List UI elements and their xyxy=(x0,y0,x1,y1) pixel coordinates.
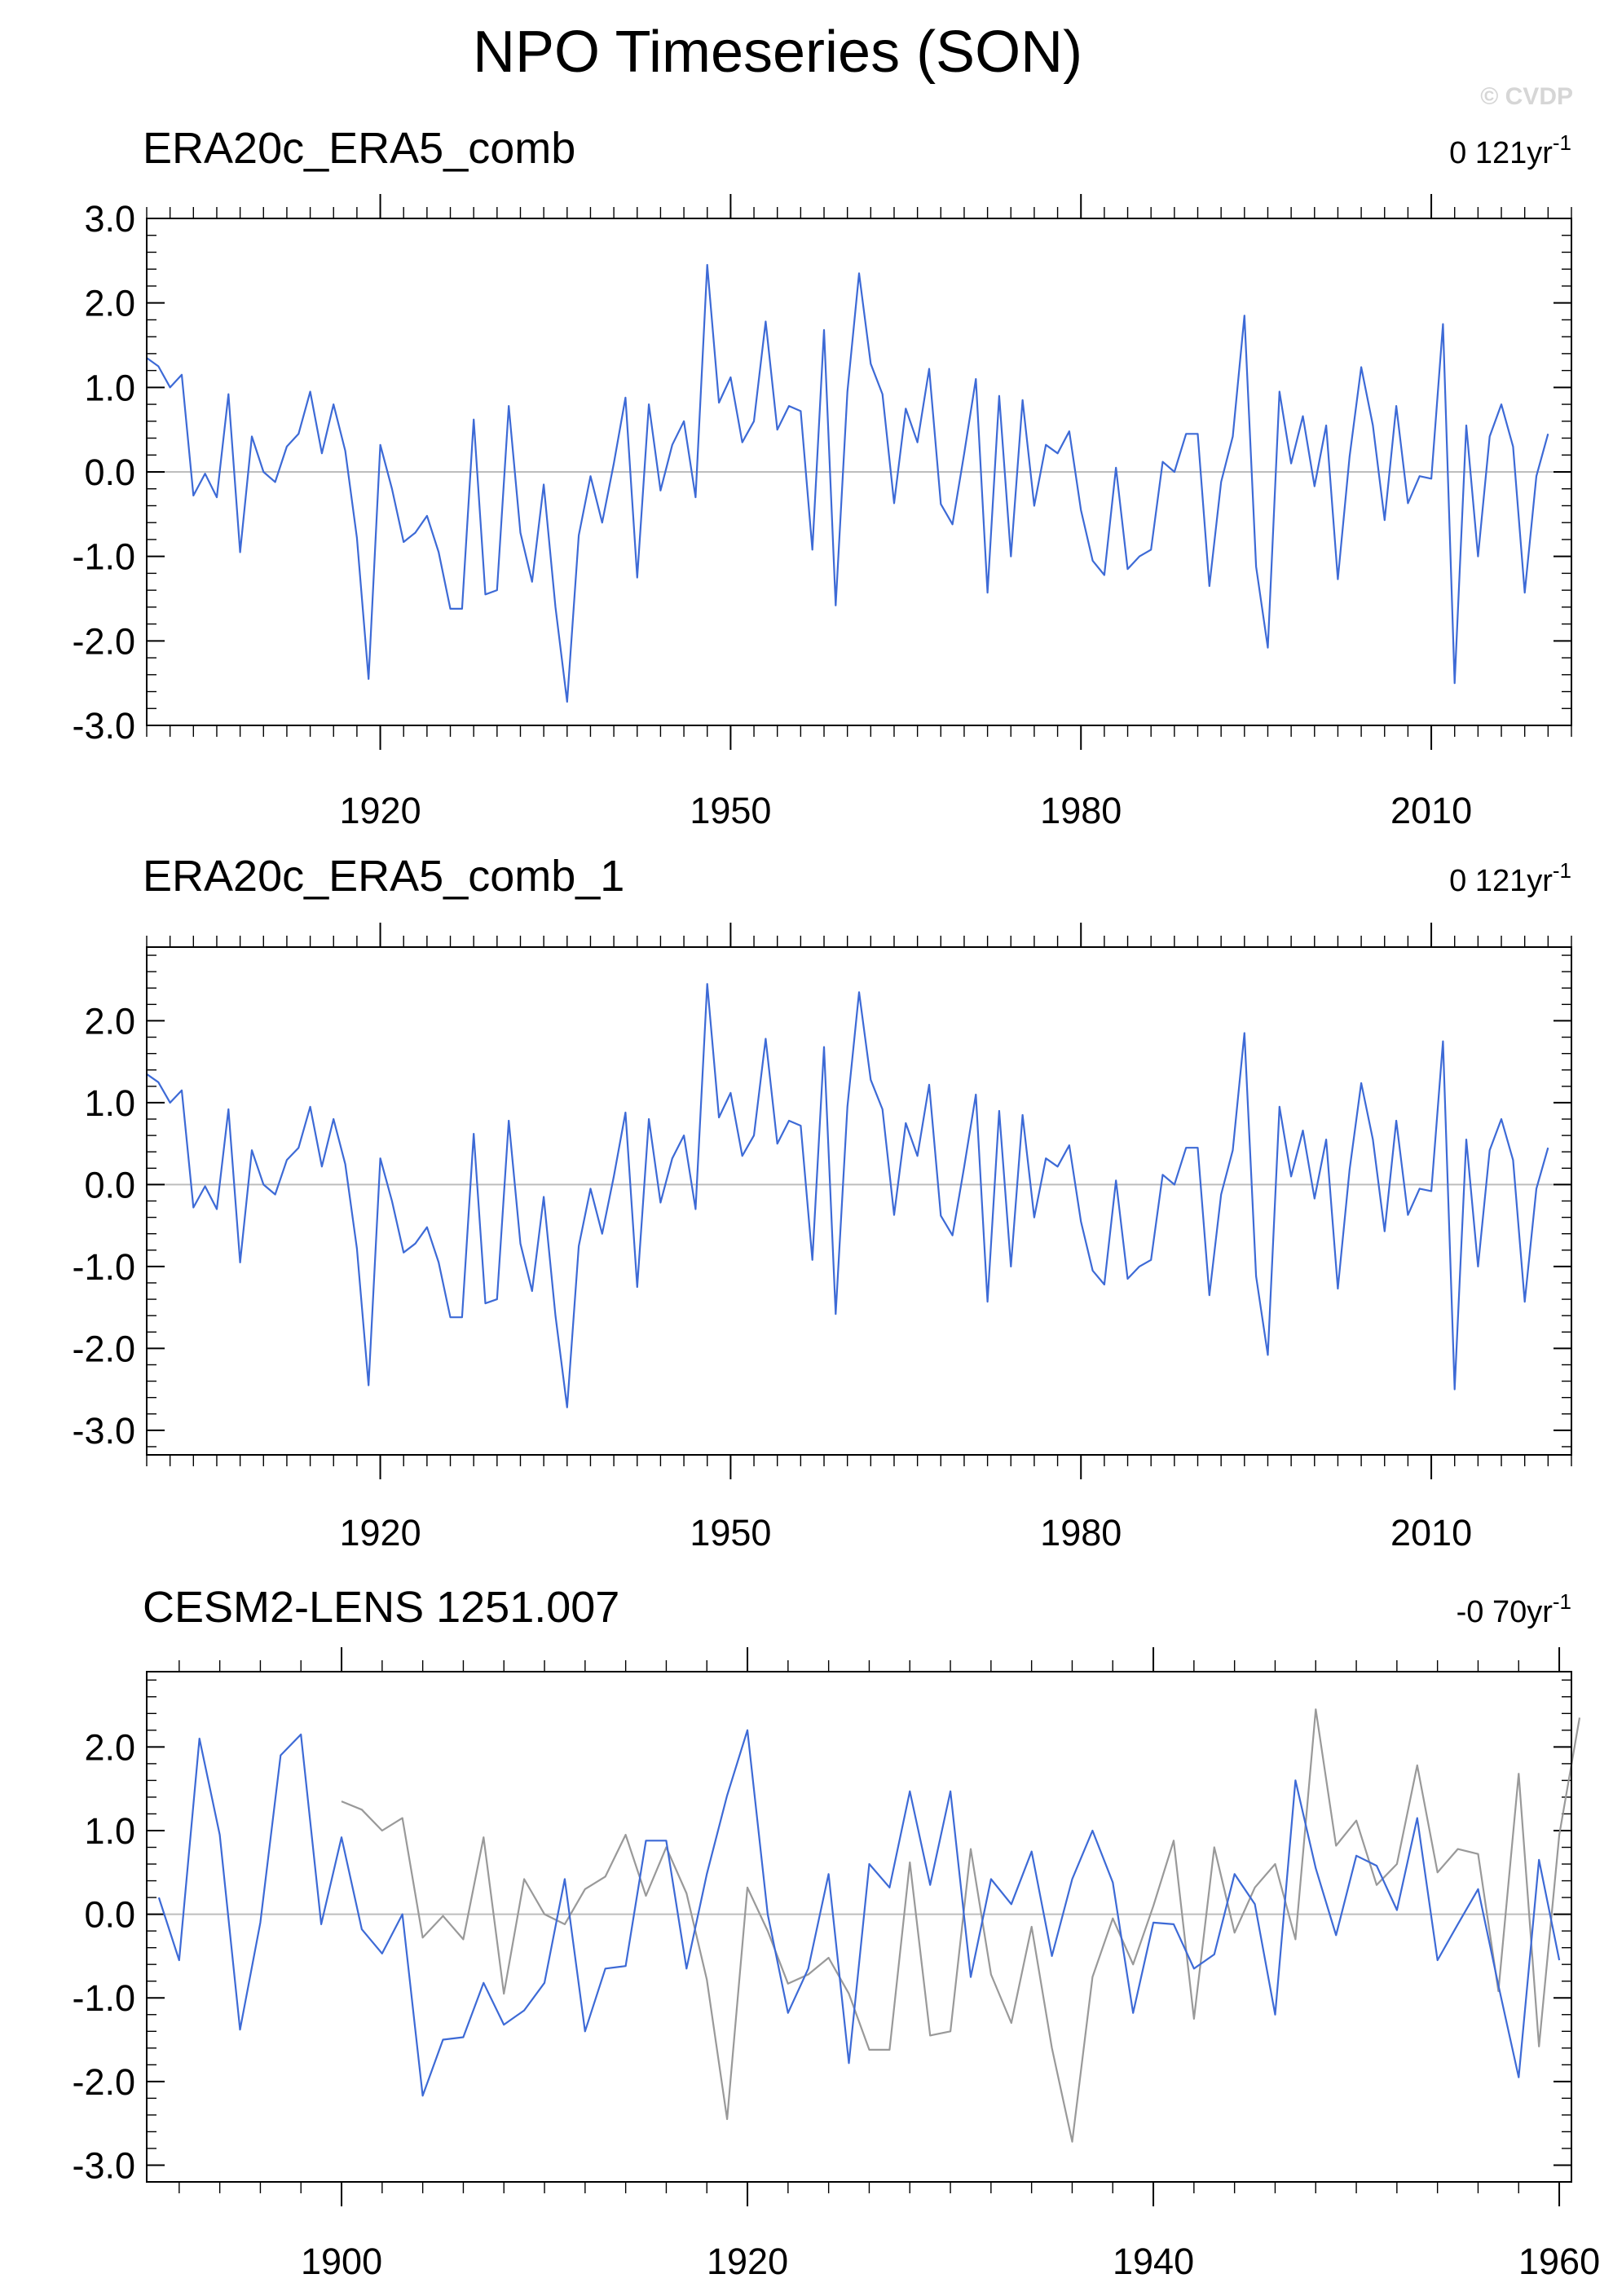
x-tick-label: 2010 xyxy=(1390,1512,1472,1553)
x-tick-label: 1950 xyxy=(690,790,771,831)
y-tick-label: 0.0 xyxy=(84,1164,135,1205)
y-tick-label: -2.0 xyxy=(72,2061,135,2103)
x-tick-label: 1920 xyxy=(340,1512,421,1553)
figure-title: NPO Timeseries (SON) xyxy=(473,20,1082,85)
x-tick-label: 1980 xyxy=(1040,790,1122,831)
y-tick-label: -3.0 xyxy=(72,705,135,747)
panel-title: ERA20c_ERA5_comb_1 xyxy=(143,852,624,901)
plot-frame xyxy=(146,1671,1572,2183)
y-tick-label: 2.0 xyxy=(84,1000,135,1042)
chart-panel-1: ERA20c_ERA5_comb 0 121yr-1 -3.0 -2.0 -1.0 0.0… xyxy=(72,124,1572,831)
y-tick-label: 0.0 xyxy=(84,452,135,493)
trend-label: -0 70yr-1 xyxy=(1457,1589,1571,1629)
y-tick-label: -1.0 xyxy=(72,1977,135,2019)
y-tick-label: 2.0 xyxy=(84,283,135,324)
y-tick-label: 1.0 xyxy=(84,367,135,408)
x-tick-label: 1960 xyxy=(1518,2241,1600,2282)
y-tick-label: 1.0 xyxy=(84,1082,135,1124)
y-tick-label: 1.0 xyxy=(84,1810,135,1852)
x-tick-label: 1900 xyxy=(301,2241,382,2282)
chart-panel-2: ERA20c_ERA5_comb_1 0 121yr-1 -3.0 -2.0 -1.0 0… xyxy=(72,852,1572,1553)
y-tick-label: -3.0 xyxy=(72,2144,135,2186)
x-tick-label: 1920 xyxy=(340,790,421,831)
x-tick-label: 1940 xyxy=(1113,2241,1194,2282)
y-tick-label: -2.0 xyxy=(72,620,135,662)
series-line-1 xyxy=(341,1708,1581,2143)
x-tick-label: 1950 xyxy=(690,1512,771,1553)
y-tick-label: -1.0 xyxy=(72,1246,135,1288)
series-line-2 xyxy=(157,1729,1561,2097)
x-tick-label: 2010 xyxy=(1390,790,1472,831)
chart-panel-3: CESM2-LENS 1251.007 -0 70yr-1 -3.0 -2.0 -1.0… xyxy=(72,1583,1600,2282)
trend-label: 0 121yr-1 xyxy=(1449,858,1571,898)
y-tick-label: 3.0 xyxy=(84,198,135,240)
cvdp-credit: © CVDP xyxy=(1480,83,1573,110)
plot-frame xyxy=(146,946,1572,1456)
y-tick-label: 2.0 xyxy=(84,1726,135,1768)
y-tick-label: -3.0 xyxy=(72,1410,135,1452)
series-line-1 xyxy=(146,983,1549,1408)
y-tick-label: -2.0 xyxy=(72,1328,135,1369)
panel-title: CESM2-LENS 1251.007 xyxy=(143,1583,619,1632)
panels: ERA20c_ERA5_comb 0 121yr-1 -3.0 -2.0 -1.0 0.0… xyxy=(72,124,1600,2282)
panel-title: ERA20c_ERA5_comb xyxy=(143,124,575,173)
x-tick-label: 1980 xyxy=(1040,1512,1122,1553)
x-tick-label: 1920 xyxy=(707,2241,788,2282)
plot-frame xyxy=(146,218,1572,726)
y-tick-label: 0.0 xyxy=(84,1894,135,1936)
y-tick-label: -1.0 xyxy=(72,536,135,578)
trend-label: 0 121yr-1 xyxy=(1449,130,1571,170)
series-line-1 xyxy=(146,263,1549,703)
